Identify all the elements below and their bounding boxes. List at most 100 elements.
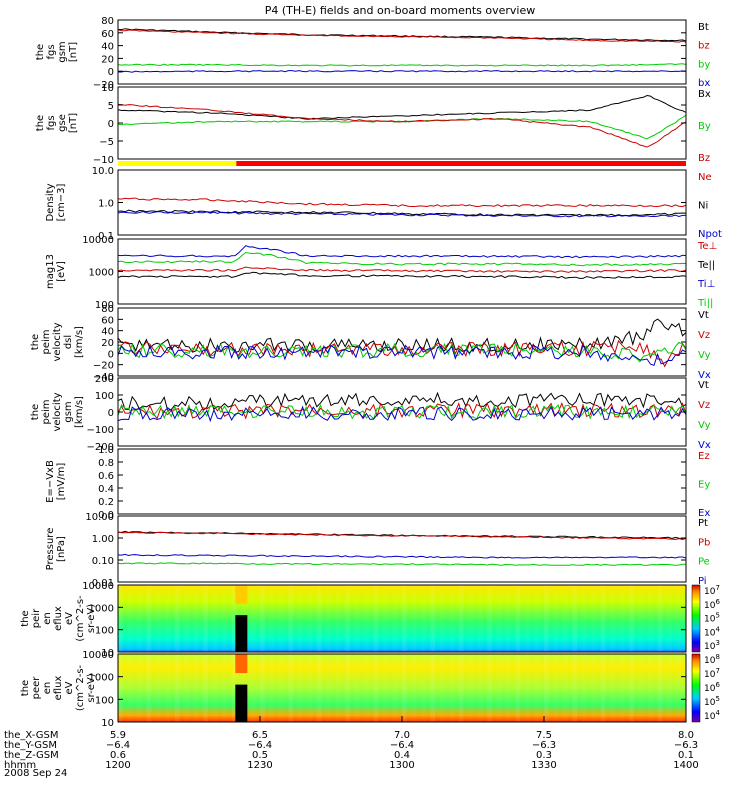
legend-entry: Vz	[698, 330, 710, 341]
y-axis-label: [km/s]	[74, 396, 85, 428]
y-axis-label: eflux	[53, 606, 64, 631]
series-line-Pe	[117, 562, 686, 566]
colorbar-tick-label: 108	[704, 653, 720, 666]
spectrogram-texture	[184, 585, 189, 652]
spectrogram-texture	[677, 654, 682, 722]
legend-entry: Pt	[698, 518, 708, 529]
date-label: 2008 Sep 24	[4, 768, 67, 779]
x-tick-label: 0.6	[110, 750, 126, 761]
spectrogram-texture	[582, 654, 587, 722]
y-tick-label: −200	[87, 442, 114, 453]
spectrogram-texture	[260, 654, 265, 722]
x-tick-label: 1230	[247, 760, 272, 771]
spectrogram-texture	[194, 654, 199, 722]
spectrogram-texture	[620, 654, 625, 722]
spectrogram-texture	[222, 585, 227, 652]
colorbar-tick-label: 104	[704, 709, 720, 722]
spectrogram-texture	[316, 585, 322, 652]
spectrogram-texture	[383, 654, 388, 722]
spectrogram-texture	[458, 585, 464, 652]
y-axis-label: [mV/m]	[56, 463, 67, 501]
x-tick-label: −6.4	[248, 740, 272, 751]
spectrogram-texture	[535, 654, 540, 722]
y-axis-label: [cm−3]	[56, 184, 67, 222]
spectrogram-texture	[411, 585, 416, 652]
y-tick-label: 1000	[89, 603, 114, 614]
series-line-Npot	[117, 210, 686, 218]
panel-frame	[117, 584, 687, 653]
colorbar-tick-label: 103	[704, 639, 720, 652]
y-tick-label: 20	[101, 338, 114, 349]
y-tick-label: 100	[95, 300, 114, 311]
legend-entry: Vx	[698, 370, 711, 381]
y-tick-label: −10	[93, 155, 114, 166]
spectrogram-texture	[184, 654, 189, 722]
y-tick-label: 80	[101, 304, 114, 315]
spectrogram-texture	[497, 585, 502, 652]
legend-entry: By	[698, 121, 711, 132]
legend-entry: Npot	[698, 229, 722, 240]
spectrogram-texture	[279, 654, 284, 722]
y-tick-label: 0.2	[98, 497, 114, 508]
spectrogram-texture	[213, 654, 218, 722]
y-tick-label: 10	[101, 648, 114, 659]
y-axis-label: the	[35, 115, 46, 131]
spectrogram-texture	[326, 654, 331, 722]
y-tick-label: 100	[95, 695, 114, 706]
colorbar-tick-label: 105	[704, 612, 720, 625]
spectrogram-texture	[600, 654, 606, 722]
spectrogram-texture	[288, 654, 294, 722]
legend-entry: Vx	[698, 440, 711, 451]
spectrogram-texture	[591, 585, 596, 652]
spectrogram-texture	[620, 585, 625, 652]
series-line-Vx	[117, 344, 687, 367]
y-tick-label: 80	[101, 16, 114, 27]
spectrogram-texture	[525, 654, 530, 722]
y-axis-label: eV	[64, 612, 75, 625]
panel-frame	[117, 86, 687, 160]
spectrogram-texture	[497, 654, 502, 722]
spectrogram-texture	[118, 654, 123, 722]
legend-entry: by	[698, 59, 710, 70]
y-tick-label: 0	[108, 119, 114, 130]
series-line-by	[117, 63, 687, 67]
y-tick-label: 0.8	[98, 458, 114, 469]
spectrogram-texture	[316, 654, 322, 722]
legend-entry: Bt	[698, 22, 709, 33]
spectrogram-texture	[629, 585, 634, 652]
spectrogram-texture	[657, 654, 663, 722]
y-tick-label: 0	[108, 408, 114, 419]
spectrogram-texture	[449, 654, 454, 722]
spectrogram-texture	[393, 654, 398, 722]
spectrogram-texture	[440, 585, 445, 652]
spectrogram-texture	[174, 654, 180, 722]
y-tick-label: 10000	[82, 235, 114, 246]
spectrogram-texture	[402, 654, 407, 722]
spectrogram-texture	[355, 585, 360, 652]
spectrogram-texture	[677, 585, 682, 652]
x-tick-label: 1330	[531, 760, 556, 771]
y-tick-label: 40	[101, 327, 114, 338]
y-tick-label: −40	[93, 372, 114, 383]
spectrogram-texture	[648, 585, 653, 652]
spectrogram-texture	[203, 585, 208, 652]
y-tick-label: 0	[108, 349, 114, 360]
spectrogram-texture	[336, 585, 341, 652]
y-axis-label: fgs	[46, 44, 57, 59]
y-axis-label: mag13	[45, 254, 56, 289]
y-axis-label: eV	[64, 681, 75, 694]
y-tick-label: 60	[101, 315, 114, 326]
spectrogram-texture	[563, 654, 568, 722]
spectrogram-texture	[165, 585, 170, 652]
y-tick-label: 10.00	[85, 512, 114, 523]
spectrogram-texture	[336, 654, 341, 722]
spectrogram-texture	[364, 654, 369, 722]
spectrogram-texture	[298, 585, 303, 652]
y-tick-label: 100	[95, 626, 114, 637]
spectrogram-texture	[345, 654, 350, 722]
y-axis-label: [km/s]	[74, 326, 85, 358]
colorbar-tick-label: 107	[704, 667, 720, 680]
legend-entry: Bx	[698, 89, 711, 100]
